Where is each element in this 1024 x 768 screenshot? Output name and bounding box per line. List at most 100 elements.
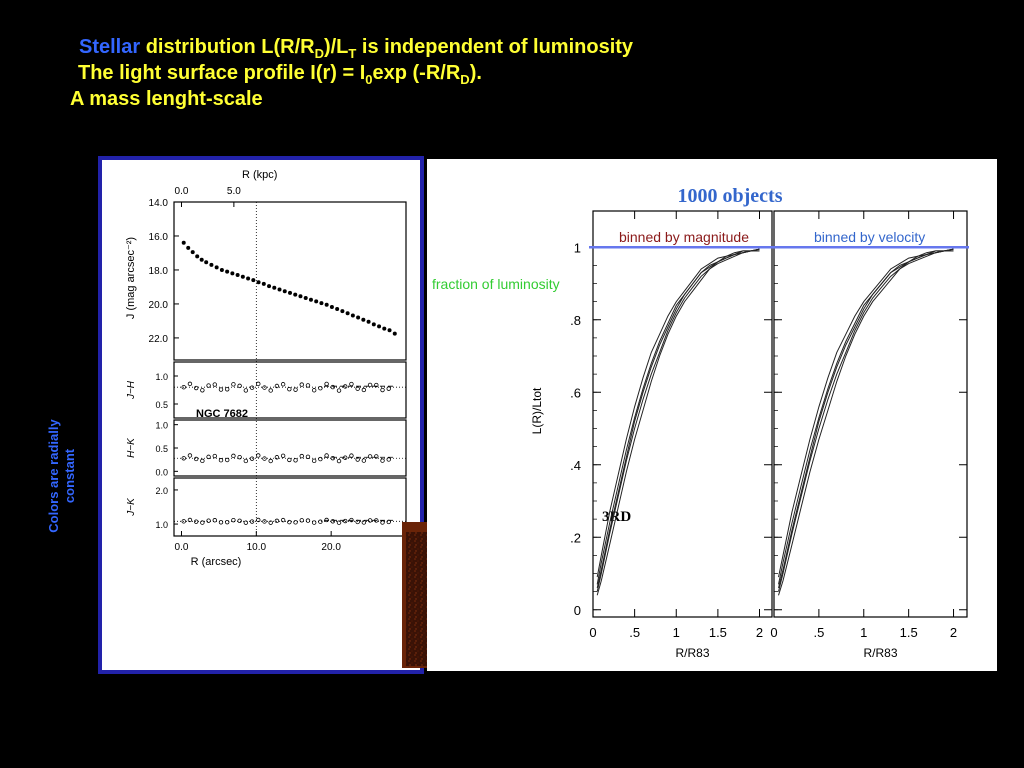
color-point <box>336 520 342 525</box>
heading-stellar-word: Stellar <box>79 36 141 58</box>
color-point <box>349 381 354 387</box>
profile-point <box>209 262 214 267</box>
main-plot-frame <box>173 201 407 361</box>
color-point <box>187 517 193 523</box>
color-point <box>212 453 217 459</box>
heading-line-3: A mass lenght-scale <box>70 88 263 110</box>
profile-point <box>371 322 376 327</box>
side-note-line-1: Colors are radially <box>46 419 61 533</box>
r83-tick-label: 0 <box>589 625 596 640</box>
heading-line-2-sub-d: D <box>460 72 470 87</box>
profile-point <box>256 280 261 285</box>
profile-point <box>181 240 186 245</box>
color-point <box>181 384 186 390</box>
color-point <box>299 518 304 523</box>
color-point <box>243 520 249 525</box>
color-point <box>386 519 391 525</box>
color-point <box>262 519 267 524</box>
color-point <box>343 455 348 460</box>
heading-line-2-text-a: The light surface profile I(r) = I <box>78 62 366 84</box>
color-point <box>374 382 379 388</box>
color-point <box>361 458 367 463</box>
profile-point <box>267 284 272 289</box>
color-point <box>330 519 336 524</box>
color-point <box>268 458 273 464</box>
heading-line-2-sub-0: 0 <box>365 72 373 87</box>
color-point <box>367 382 373 388</box>
color-point <box>187 381 193 387</box>
color-point <box>287 457 292 463</box>
color-point <box>231 517 236 523</box>
color-panel-frame <box>173 477 407 537</box>
color-point <box>311 388 317 393</box>
color-point <box>311 458 317 464</box>
heading-line-1: Stellar distribution L(R/RD)/LT is indep… <box>79 36 633 61</box>
r83-tick-label: 2 <box>756 625 763 640</box>
color-point <box>318 456 323 462</box>
color-point <box>274 455 280 460</box>
color-point <box>349 453 354 458</box>
color-point <box>231 382 236 387</box>
cumulative-curve <box>596 250 760 596</box>
color-point <box>324 517 329 523</box>
profile-point <box>392 331 397 336</box>
color-point <box>287 386 292 392</box>
profile-point <box>329 304 334 309</box>
side-note-line-2: constant <box>62 448 77 504</box>
color-point <box>318 519 323 524</box>
kpc-tick-label: 5.0 <box>227 186 241 197</box>
color-point <box>206 454 211 460</box>
cumulative-curve <box>596 248 760 578</box>
color-point <box>200 520 205 525</box>
color-point <box>336 458 342 464</box>
color-point <box>237 518 242 523</box>
color-point <box>380 387 385 393</box>
color-point <box>343 518 348 524</box>
cumulative-curve <box>596 248 760 589</box>
luminosity-chart-panel: 1000 objects fraction of luminosity L(R)… <box>427 159 997 671</box>
color-point <box>293 458 298 463</box>
color-point <box>243 388 249 393</box>
profile-point <box>303 295 308 300</box>
color-point <box>249 519 255 524</box>
color-point <box>280 517 286 523</box>
color-point <box>181 519 186 524</box>
color-point <box>361 520 367 525</box>
color-point <box>268 520 273 525</box>
color-point <box>218 458 224 463</box>
r83-tick-label: .5 <box>629 625 640 640</box>
color-tick-label: 2.0 <box>155 486 168 496</box>
color-point <box>249 456 255 461</box>
heading-line-1-text-a: distribution L(R/R <box>140 36 315 58</box>
color-point <box>249 385 255 390</box>
color-point <box>274 518 280 524</box>
r83-tick-label: 1.5 <box>900 625 918 640</box>
color-point <box>225 387 230 392</box>
color-point <box>256 453 261 458</box>
color-point <box>274 383 280 389</box>
profile-point <box>387 328 392 333</box>
color-point <box>200 458 205 464</box>
r83-tick-label: 1 <box>860 625 867 640</box>
color-point <box>299 453 304 459</box>
side-note: Colors are radially constant <box>44 396 80 556</box>
color-point <box>311 520 317 525</box>
color-point <box>374 454 379 459</box>
profile-chart: R (kpc) NGC 7682 J (mag arcsec⁻²) R (arc… <box>125 169 407 568</box>
j-tick-label: 18.0 <box>149 266 169 277</box>
color-point <box>193 519 199 524</box>
j-tick-label: 20.0 <box>149 300 169 311</box>
color-point <box>343 384 348 389</box>
r83-tick-label: 2 <box>950 625 957 640</box>
profile-point <box>230 271 235 276</box>
color-point <box>280 453 286 459</box>
cumulative-curve <box>778 248 954 589</box>
profile-point <box>340 309 345 314</box>
color-panel-frame <box>173 361 407 419</box>
color-point <box>262 456 267 461</box>
arcsec-tick-label: 0.0 <box>175 542 189 553</box>
profile-point <box>314 299 319 304</box>
color-point <box>256 381 261 387</box>
color-point <box>225 519 230 525</box>
color-point <box>268 388 273 393</box>
